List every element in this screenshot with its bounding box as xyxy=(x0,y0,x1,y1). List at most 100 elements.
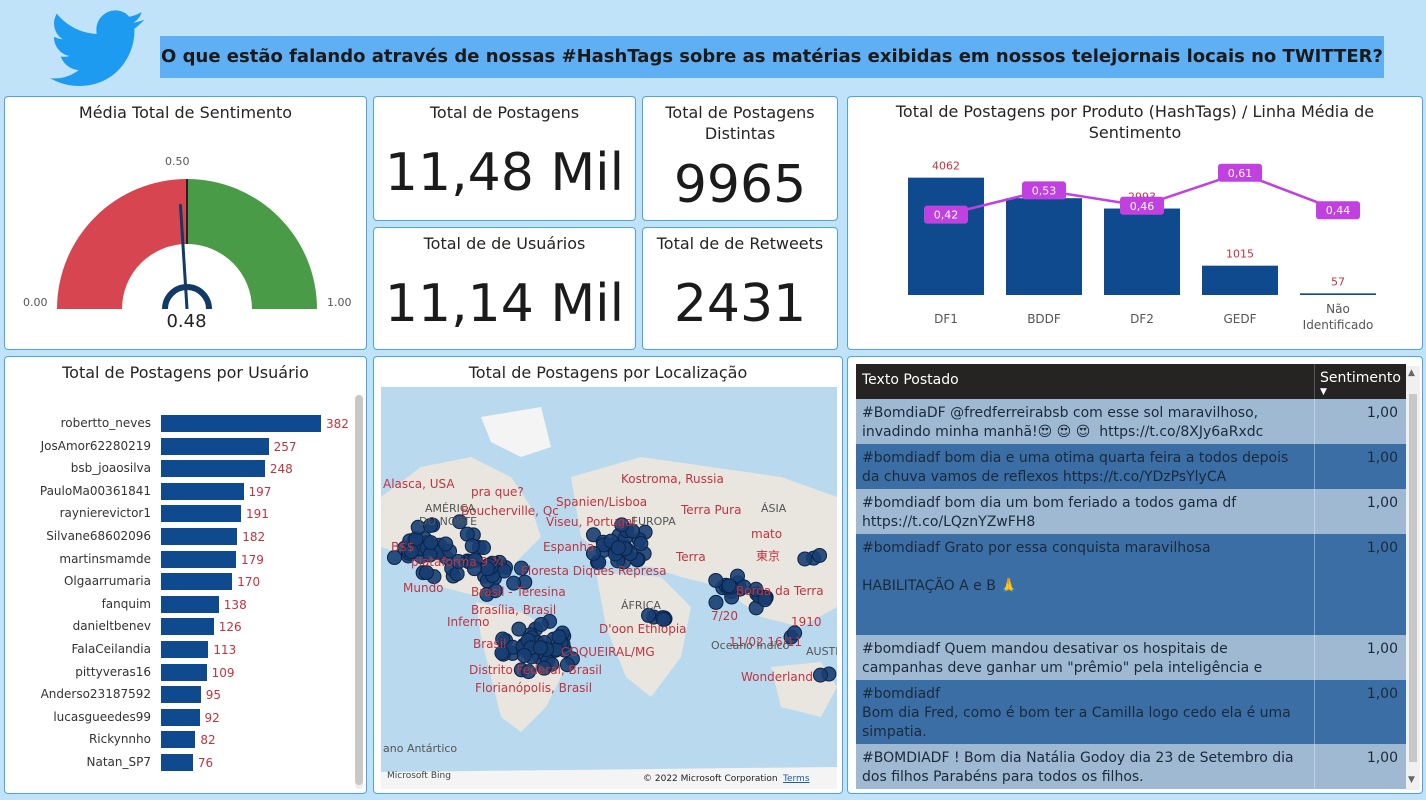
table-row[interactable]: #bomdiadf Quem mandou desativar os hospi… xyxy=(856,635,1406,695)
user-bar[interactable] xyxy=(161,573,233,591)
user-bar[interactable] xyxy=(161,663,207,681)
user-bar[interactable] xyxy=(161,415,321,432)
user-label: pittyveras16 xyxy=(75,664,151,679)
map-point[interactable] xyxy=(730,568,746,584)
map-point[interactable] xyxy=(633,536,649,552)
table-row[interactable]: #bomdiadf Bom dia Fred, como é bom ter a… xyxy=(856,680,1406,744)
map-point[interactable] xyxy=(787,625,803,641)
gauge-title: Média Total de Sentimento xyxy=(78,103,293,122)
gauge-high-arc xyxy=(187,179,317,309)
sentiment-value: 1,00 xyxy=(1366,686,1398,702)
table-row[interactable]: #bomdiadf bom dia e uma otima quarta fei… xyxy=(856,444,1406,489)
table-scrollbar-thumb[interactable] xyxy=(1409,394,1417,762)
map-point[interactable] xyxy=(614,517,630,533)
user-bar[interactable] xyxy=(161,460,265,478)
map-point[interactable] xyxy=(797,551,813,567)
map-point[interactable] xyxy=(511,621,527,637)
col-text-header[interactable]: Texto Postado xyxy=(862,372,959,388)
table-scrollbar[interactable]: ▲ ▼ xyxy=(1406,366,1420,790)
kpi-posts-title: Total de Postagens xyxy=(429,103,580,122)
users-scrollbar-thumb[interactable] xyxy=(355,395,363,785)
map-point[interactable] xyxy=(551,629,567,645)
sentiment-point[interactable] xyxy=(1218,163,1262,182)
map-point[interactable] xyxy=(521,664,537,680)
user-bar[interactable] xyxy=(161,482,244,500)
map-point[interactable] xyxy=(506,575,522,591)
map-point[interactable] xyxy=(494,645,510,661)
map-point[interactable] xyxy=(641,607,657,623)
user-label: martinsmamde xyxy=(59,551,151,566)
user-label: Olgaarrumaria xyxy=(63,574,151,589)
map-point[interactable] xyxy=(656,612,672,628)
map-point[interactable] xyxy=(610,540,626,556)
users-scrollbar[interactable] xyxy=(355,395,363,789)
sentiment-value: 1,00 xyxy=(1366,540,1398,556)
map-terms-link[interactable]: Terms xyxy=(783,774,810,784)
user-bar[interactable] xyxy=(161,754,193,771)
product-bar[interactable] xyxy=(1104,208,1180,295)
map-point[interactable] xyxy=(812,547,828,563)
scroll-up-icon[interactable]: ▲ xyxy=(1408,368,1415,378)
map-place-label: Brasil - Teresina xyxy=(471,585,566,599)
map-point[interactable] xyxy=(559,657,575,673)
table-row[interactable]: #BomdiaDF @fredferreirabsb com esse sol … xyxy=(856,399,1406,444)
map-point[interactable] xyxy=(450,553,466,569)
map-point[interactable] xyxy=(452,514,468,530)
sentiment-point[interactable] xyxy=(1022,181,1066,200)
map-point[interactable] xyxy=(585,545,601,561)
map-point[interactable] xyxy=(487,583,503,599)
sentiment-value: 1,00 xyxy=(1366,750,1398,766)
product-bar[interactable] xyxy=(908,177,984,295)
product-bar[interactable] xyxy=(1300,293,1376,295)
sentiment-point[interactable] xyxy=(1120,196,1164,215)
map-point[interactable] xyxy=(536,660,552,676)
product-bar[interactable] xyxy=(1006,198,1082,295)
product-bar-label: 57 xyxy=(1331,275,1345,288)
sort-desc-icon[interactable]: ▼ xyxy=(1320,387,1327,397)
map-point[interactable] xyxy=(403,543,419,559)
users-chart-card: Total de Postagens por Usuário robertto_… xyxy=(4,356,367,794)
user-bar[interactable] xyxy=(161,505,241,523)
map-point[interactable] xyxy=(812,667,828,683)
sentiment-point[interactable] xyxy=(924,205,968,224)
map-place-label: DO NORTE xyxy=(419,515,478,528)
user-bar[interactable] xyxy=(161,731,196,749)
map-point[interactable] xyxy=(423,535,439,551)
map-point[interactable] xyxy=(708,594,724,610)
user-bar[interactable] xyxy=(161,708,200,726)
sentiment-value: 1,00 xyxy=(1366,450,1398,466)
map-area[interactable]: Alasca, USA pra que? Boucherville, Qc AMÉRI… xyxy=(381,387,837,789)
user-bar[interactable] xyxy=(161,528,238,545)
user-bar[interactable] xyxy=(161,641,209,658)
map-point[interactable] xyxy=(386,550,402,566)
user-bar[interactable] xyxy=(161,686,201,704)
table-row[interactable]: #BOMDIADF ! Bom dia Natália Godoy dia 23… xyxy=(856,744,1406,789)
table-row[interactable]: #bomdiadf bom dia um bom feriado a todos… xyxy=(856,489,1406,534)
map-point[interactable] xyxy=(464,538,480,554)
kpi-distinct-value: 9965 xyxy=(673,155,807,215)
product-bar[interactable] xyxy=(1202,265,1278,295)
map-point[interactable] xyxy=(423,517,439,533)
map-point[interactable] xyxy=(533,616,549,632)
user-bar[interactable] xyxy=(161,618,214,636)
scroll-down-icon[interactable]: ▼ xyxy=(1408,775,1415,785)
map-place-label: Brasil xyxy=(473,637,507,651)
user-bar[interactable] xyxy=(161,595,219,613)
map-point[interactable] xyxy=(708,572,724,588)
table-header: Texto Postado Sentimento ▼ xyxy=(856,364,1406,399)
col-sent-header[interactable]: Sentimento xyxy=(1320,370,1401,386)
map-point[interactable] xyxy=(466,561,482,577)
map-point[interactable] xyxy=(438,536,454,552)
table-row[interactable]: #bomdiadf Grato por essa conquista marav… xyxy=(856,534,1406,651)
sentiment-point[interactable] xyxy=(1316,201,1360,220)
map-point[interactable] xyxy=(532,640,548,656)
user-bar[interactable] xyxy=(161,437,269,455)
map-point[interactable] xyxy=(418,565,434,581)
map-point[interactable] xyxy=(757,592,773,608)
map-points[interactable] xyxy=(381,387,837,789)
map-point[interactable] xyxy=(513,560,529,576)
map-point[interactable] xyxy=(516,647,532,663)
map-point[interactable] xyxy=(721,578,737,594)
user-bar[interactable] xyxy=(161,550,236,568)
product-chart: 4062DF13351BDDF2993DF21015GEDF57NãoIdent… xyxy=(908,160,1376,332)
